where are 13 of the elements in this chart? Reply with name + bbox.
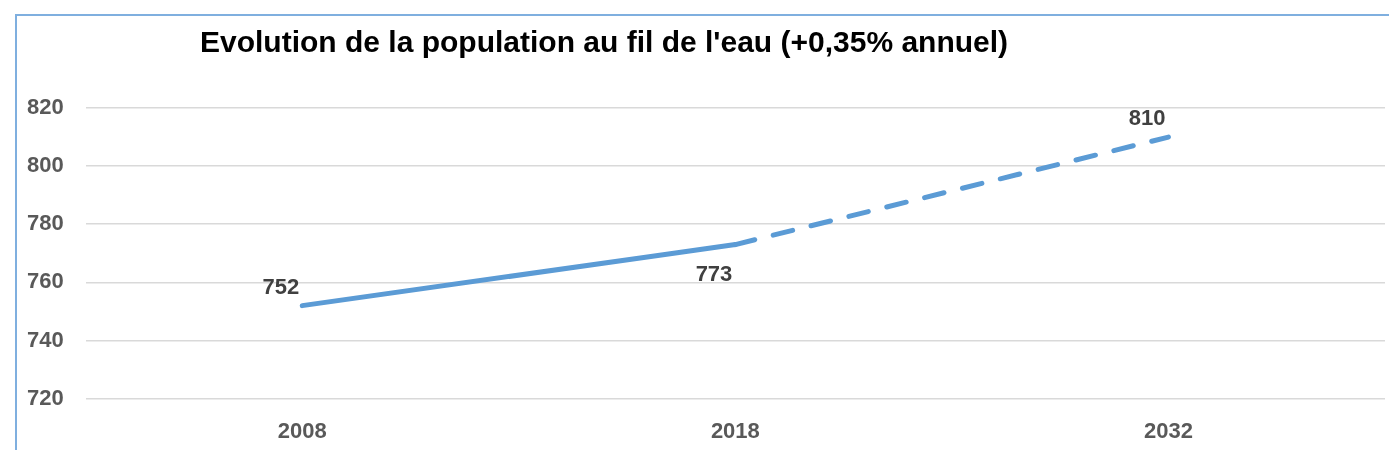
- chart-title: Evolution de la population au fil de l'eau (+0,35% annuel): [200, 24, 1009, 60]
- data-label: 810: [1128, 105, 1166, 131]
- data-label: 773: [695, 260, 733, 286]
- y-tick-label: 720: [26, 384, 64, 410]
- data-label: 752: [262, 273, 300, 299]
- y-tick-label: 820: [26, 94, 64, 120]
- x-tick-label: 2032: [1143, 417, 1193, 443]
- y-tick-label: 800: [26, 152, 64, 178]
- y-tick-label: 740: [26, 326, 64, 352]
- x-tick-label: 2018: [710, 417, 760, 443]
- y-tick-label: 760: [26, 268, 64, 294]
- y-tick-label: 780: [26, 210, 64, 236]
- x-tick-label: 2008: [277, 417, 327, 443]
